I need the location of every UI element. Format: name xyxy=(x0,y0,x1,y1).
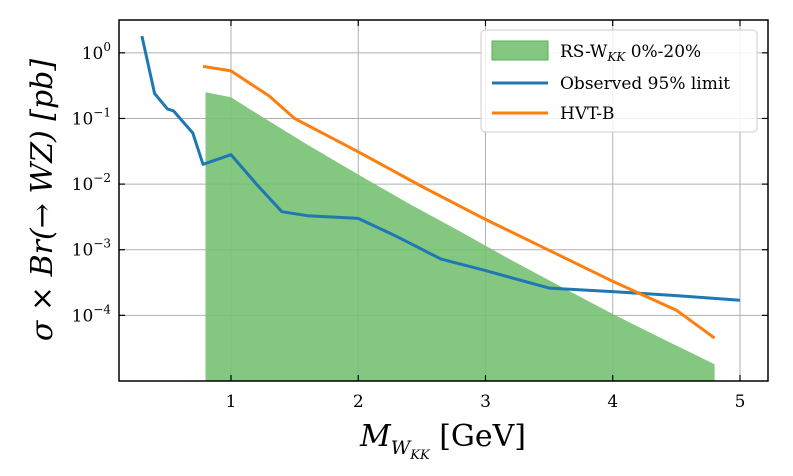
observed-limit-line xyxy=(140,35,741,302)
hvt-b-line xyxy=(202,64,716,340)
legend: RS-WKK 0%-20% Observed 95% limit HVT-B xyxy=(480,29,758,133)
y-tick-label: 10−3 xyxy=(72,237,111,261)
x-tick-label: 1 xyxy=(226,392,237,412)
x-tick-label: 4 xyxy=(607,392,618,412)
legend-box xyxy=(480,29,758,133)
legend-label-band: RS-WKK 0%-20% xyxy=(560,42,701,64)
y-tick-label: 10−2 xyxy=(72,171,111,195)
legend-label-observed: Observed 95% limit xyxy=(560,74,730,94)
y-tick-label: 100 xyxy=(82,40,111,64)
series-layer xyxy=(140,35,741,340)
legend-band-patch xyxy=(491,40,549,61)
x-tick-label: 5 xyxy=(735,392,746,412)
band-layer xyxy=(205,92,715,382)
x-axis-title: MWKK [GeV] xyxy=(359,419,526,463)
x-tick-label: 2 xyxy=(353,392,364,412)
y-tick-label: 10−4 xyxy=(72,302,112,326)
x-tick-label: 3 xyxy=(480,392,491,412)
y-tick-label: 10−1 xyxy=(72,105,111,129)
legend-label-hvt: HVT-B xyxy=(560,104,615,124)
ticks: 1 2 3 4 5 100 10−1 10−2 10−3 10−4 xyxy=(72,20,768,412)
band-area xyxy=(205,92,715,382)
y-axis-title: σ × Br(→ WZ) [pb] xyxy=(25,59,60,341)
plot-frame xyxy=(118,19,769,382)
